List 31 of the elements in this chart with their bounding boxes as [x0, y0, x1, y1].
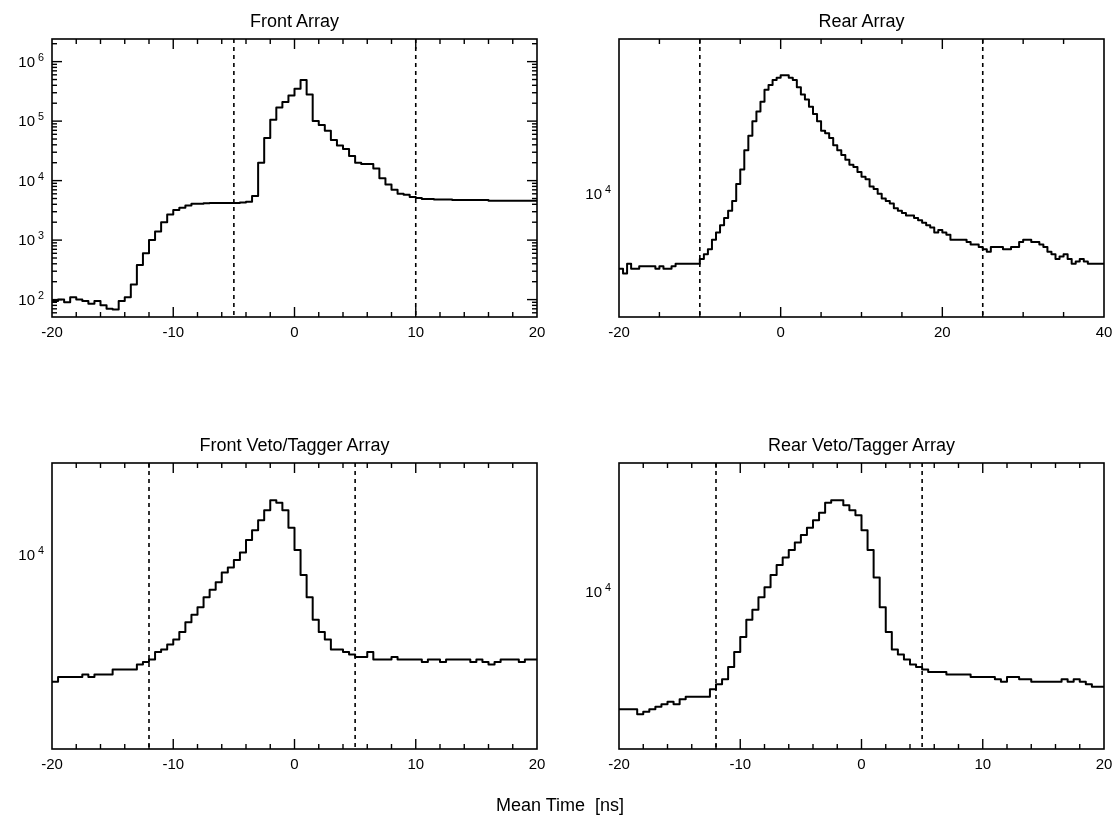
x-tick-label: 20	[528, 323, 546, 340]
x-tick-label: 0	[290, 755, 299, 772]
text: 10$^{4}$	[585, 183, 611, 202]
y-tick-label: 10$^{6}$	[18, 50, 44, 70]
x-tick-label: 0	[857, 755, 866, 772]
chart-title: Rear Array	[818, 11, 905, 31]
x-tick-label: -10	[162, 755, 185, 772]
chart-title: Rear Veto/Tagger Array	[767, 435, 956, 455]
x-tick-label: -20	[608, 323, 630, 340]
y-tick-label: 10$^{5}$	[18, 110, 44, 130]
chart-title: Front Array	[249, 11, 340, 31]
x-tick-label: -10	[729, 755, 752, 772]
x-tick-label: 0	[776, 323, 785, 340]
chart-title: Front Veto/Tagger Array	[199, 435, 390, 455]
x-tick-label: 20	[933, 323, 951, 340]
x-tick-label: 40	[1095, 323, 1113, 340]
x-tick-label: -20	[41, 323, 63, 340]
x-tick-label: 0	[290, 323, 299, 340]
y-tick-label: 10$^{3}$	[18, 229, 44, 249]
x-tick-label: -20	[41, 755, 63, 772]
x-tick-label: 10	[407, 755, 425, 772]
text: Mean Time [ns]	[495, 795, 625, 815]
text: 10$^{4}$	[585, 581, 611, 600]
x-tick-label: 10	[974, 755, 992, 772]
x-tick-label: -10	[162, 323, 185, 340]
y-tick-label: 10$^{2}$	[18, 288, 44, 308]
y-tick-label: 10$^{4}$	[18, 169, 44, 189]
x-tick-label: 20	[528, 755, 546, 772]
x-tick-label: 10	[407, 323, 425, 340]
x-tick-label: -20	[608, 755, 630, 772]
x-tick-label: 20	[1095, 755, 1113, 772]
